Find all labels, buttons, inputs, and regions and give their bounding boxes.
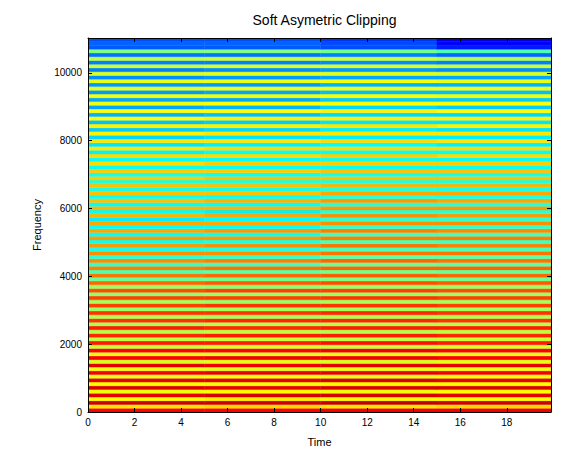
svg-text:10: 10 bbox=[315, 417, 327, 428]
svg-text:18: 18 bbox=[501, 417, 513, 428]
svg-text:16: 16 bbox=[455, 417, 467, 428]
svg-text:6000: 6000 bbox=[60, 203, 83, 214]
svg-text:12: 12 bbox=[362, 417, 374, 428]
svg-text:2: 2 bbox=[132, 417, 138, 428]
svg-text:8: 8 bbox=[271, 417, 277, 428]
svg-text:2000: 2000 bbox=[60, 339, 83, 350]
svg-text:4000: 4000 bbox=[60, 271, 83, 282]
svg-text:4: 4 bbox=[178, 417, 184, 428]
svg-text:Time: Time bbox=[307, 436, 331, 448]
svg-text:0: 0 bbox=[85, 417, 91, 428]
svg-text:6: 6 bbox=[225, 417, 231, 428]
svg-text:14: 14 bbox=[408, 417, 420, 428]
svg-text:10000: 10000 bbox=[54, 67, 82, 78]
svg-text:8000: 8000 bbox=[60, 135, 83, 146]
svg-text:Frequency: Frequency bbox=[31, 199, 43, 251]
svg-text:Soft Asymetric Clipping: Soft Asymetric Clipping bbox=[253, 12, 397, 28]
svg-text:0: 0 bbox=[76, 407, 82, 418]
